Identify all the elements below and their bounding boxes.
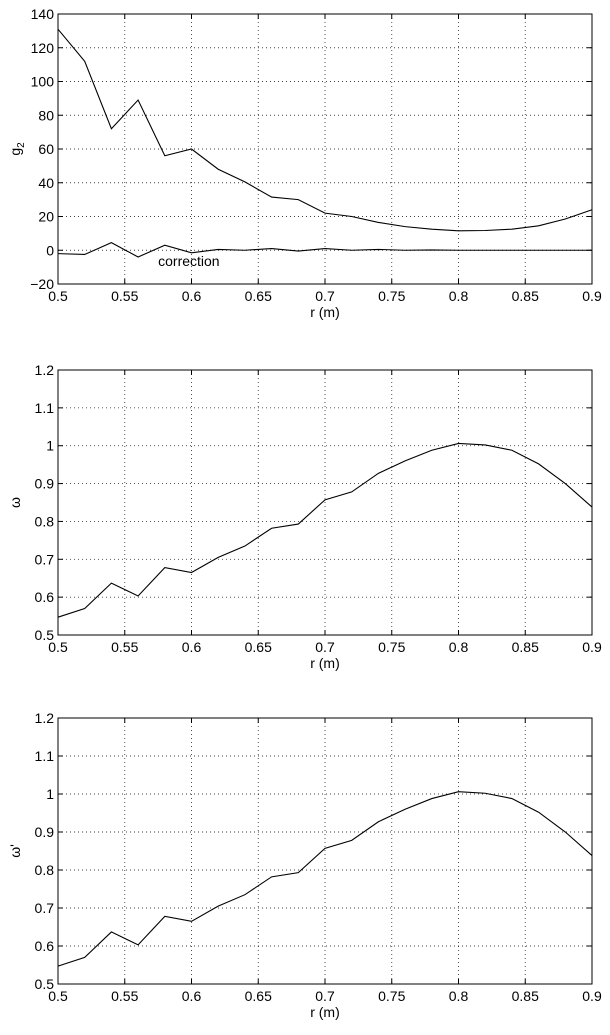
y-tick-label: 120 [31, 40, 55, 56]
x-tick-label: 0.8 [449, 988, 469, 1004]
series-line [57, 442, 593, 618]
x-tick-label: 0.7 [315, 988, 335, 1004]
y-tick-label: 0.6 [35, 589, 55, 605]
plot-frame [57, 13, 593, 285]
x-axis-label: r (m) [310, 655, 340, 671]
series-line [57, 28, 593, 232]
x-tick-label: 0.75 [378, 639, 405, 655]
y-axis-label-text: ω' [7, 844, 23, 858]
y-tick-label: 1.2 [35, 710, 55, 726]
y-axis-label-text: ω [7, 497, 23, 508]
y-tick-label: 0.6 [35, 938, 55, 954]
plot-frame [57, 369, 593, 636]
x-tick-label: 0.5 [48, 639, 68, 655]
annotation-label: correction [158, 253, 219, 269]
y-tick-label: 40 [38, 175, 54, 191]
x-tick-label: 0.65 [245, 288, 272, 304]
plot-frame [57, 717, 593, 985]
x-tick-label: 0.7 [315, 639, 335, 655]
y-tick-label: 0 [46, 242, 54, 258]
chart-2: 0.5 0.55 0.6 0.65 0.7 0.75 0.8 0.85 0.9 0.5 0.6 0.7… [7, 362, 602, 671]
x-tick-label: 0.75 [378, 988, 405, 1004]
y-tick-label: 0.9 [35, 476, 55, 492]
x-tick-label: 0.7 [315, 288, 335, 304]
x-tick-label: 0.75 [378, 288, 405, 304]
y-tick-label: 20 [38, 209, 54, 225]
x-tick-label: 0.6 [182, 288, 202, 304]
y-tick-label: 0.8 [35, 862, 55, 878]
x-tick-label: 0.85 [512, 288, 539, 304]
y-tick-label: 1.1 [35, 400, 55, 416]
x-tick-label: 0.9 [582, 988, 602, 1004]
x-tick-label: 0.85 [512, 988, 539, 1004]
y-tick-label: 0.8 [35, 513, 55, 529]
x-tick-label: 0.8 [449, 288, 469, 304]
x-tick-label: 0.85 [512, 639, 539, 655]
x-tick-label: 0.9 [582, 639, 602, 655]
x-tick-label: 0.5 [48, 288, 68, 304]
y-tick-label: 60 [38, 141, 54, 157]
x-axis-label: r (m) [310, 304, 340, 320]
y-tick-label: −20 [30, 276, 54, 292]
chart-3: 0.5 0.55 0.6 0.65 0.7 0.75 0.8 0.85 0.9 0.5 0.6 0.7… [7, 710, 602, 1020]
x-tick-label: 0.6 [182, 988, 202, 1004]
correction-line [57, 242, 592, 258]
x-tick-label: 0.55 [111, 288, 138, 304]
y-axis-label: g2 [7, 142, 27, 156]
x-tick-label: 0.65 [245, 988, 272, 1004]
y-tick-label: 1.2 [35, 362, 55, 378]
y-axis-label: ω [7, 497, 23, 508]
y-axis-label: ω' [7, 844, 23, 858]
x-axis-label: r (m) [310, 1004, 340, 1020]
x-tick-label: 0.65 [245, 639, 272, 655]
y-tick-label: 0.7 [35, 551, 55, 567]
x-tick-label: 0.9 [582, 288, 602, 304]
x-tick-label: 0.6 [182, 639, 202, 655]
y-tick-label: 1 [46, 786, 54, 802]
y-tick-label: 140 [31, 6, 55, 22]
y-tick-label: 0.5 [35, 627, 55, 643]
y-tick-label: 1 [46, 438, 54, 454]
y-axis-label-subscript: 2 [16, 142, 27, 148]
y-tick-label: 1.1 [35, 748, 55, 764]
series-line [57, 791, 593, 967]
x-tick-label: 0.55 [111, 988, 138, 1004]
chart-1: 0.5 0.55 0.6 0.65 0.7 0.75 0.8 0.85 0.9 −20 0 20 40 6… [7, 6, 602, 320]
x-tick-label: 0.55 [111, 639, 138, 655]
y-axis-label-text: g [7, 148, 23, 156]
y-tick-label: 0.9 [35, 824, 55, 840]
x-tick-label: 0.8 [449, 639, 469, 655]
x-tick-label: 0.5 [48, 988, 68, 1004]
y-tick-label: 80 [38, 107, 54, 123]
y-tick-label: 0.7 [35, 900, 55, 916]
y-tick-label: 0.5 [35, 976, 55, 992]
y-tick-label: 100 [31, 74, 55, 90]
